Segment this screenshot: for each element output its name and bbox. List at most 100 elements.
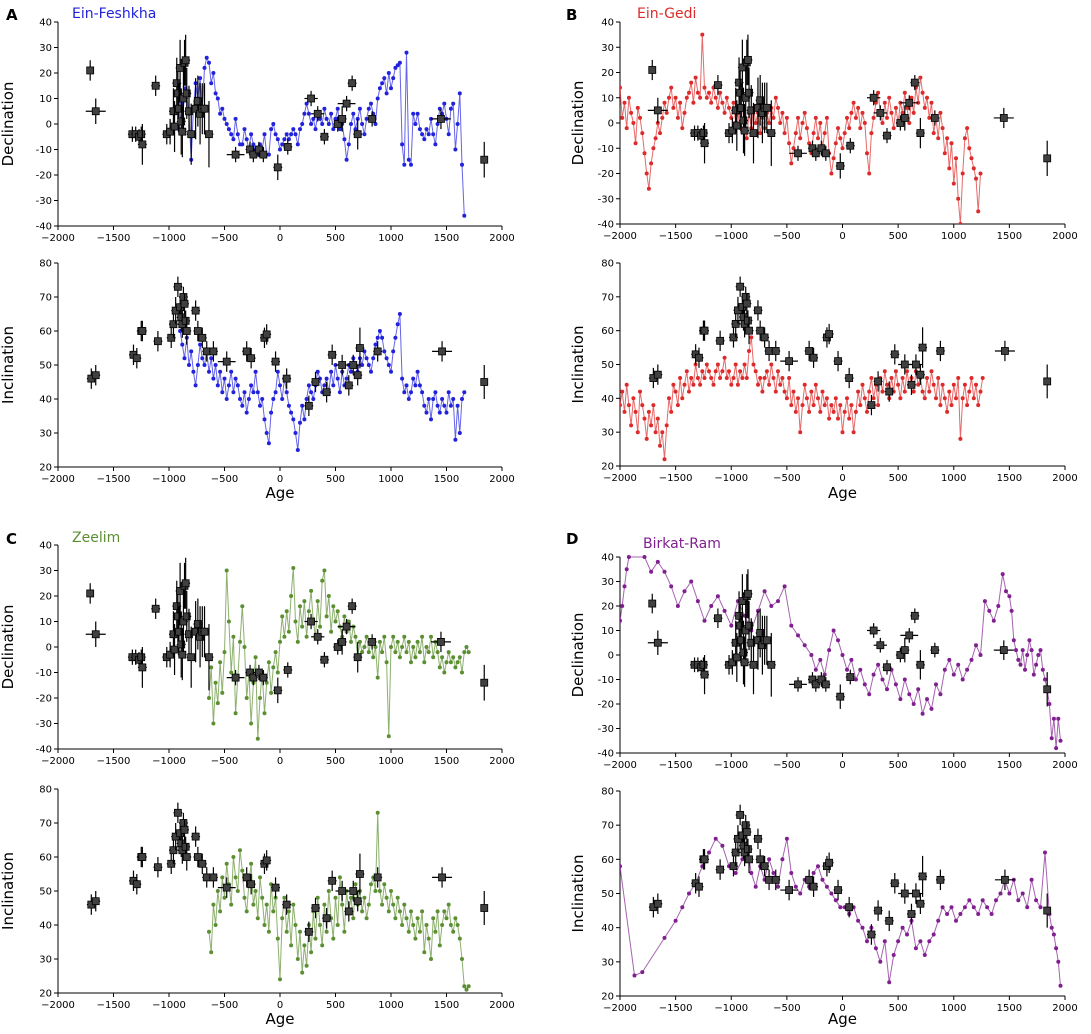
data-point-a-inclination-108 (418, 383, 422, 387)
data-point-c-inclination-0 (207, 930, 211, 934)
data-point-d-declination-41 (858, 668, 862, 672)
site-title-b: Ein-Gedi (637, 6, 696, 22)
data-point-d-declination-40 (854, 678, 858, 682)
xtick-label-d-inclination--2000: −2000 (603, 1003, 637, 1014)
data-point-b-declination-47 (723, 111, 727, 115)
data-point-c-declination-93 (413, 655, 417, 659)
data-point-b-inclination-113 (869, 376, 873, 380)
data-point-b-inclination-16 (654, 430, 658, 434)
data-point-b-declination-4 (627, 96, 631, 100)
data-point-d-inclination-20 (767, 857, 771, 861)
data-point-b-inclination-148 (947, 390, 951, 394)
xlabel-a: Age (265, 484, 294, 502)
data-point-a-inclination-1 (180, 343, 184, 347)
data-point-b-inclination-58 (747, 349, 751, 353)
reference-b-declination (648, 35, 1051, 179)
data-point-d-inclination-0 (618, 864, 622, 868)
xtick-label-d-inclination--500: −500 (773, 1003, 800, 1014)
data-point-d-declination-67 (974, 643, 978, 647)
data-point-c-declination-12 (234, 711, 238, 715)
data-point-b-declination-143 (936, 136, 940, 140)
data-point-d-inclination-56 (927, 939, 931, 943)
ref-marker-c-declination-28 (201, 628, 208, 635)
data-point-d-declination-45 (876, 663, 880, 667)
data-point-b-inclination-124 (894, 369, 898, 373)
data-point-a-inclination-7 (194, 383, 198, 387)
data-point-b-declination-104 (849, 111, 853, 115)
ref-marker-a-declination-35 (274, 164, 281, 171)
xtick-label-c-inclination--500: −500 (211, 1000, 238, 1011)
ref-marker-a-inclination-3 (133, 355, 140, 362)
data-point-d-declination-28 (796, 633, 800, 637)
data-point-b-declination-6 (631, 121, 635, 125)
ref-marker-c-inclination-5 (139, 854, 146, 861)
data-point-a-declination-121 (449, 107, 453, 111)
data-point-b-inclination-110 (863, 396, 867, 400)
ytick-label-b-declination--10: -10 (598, 144, 614, 155)
data-point-c-inclination-26 (265, 903, 269, 907)
ref-marker-b-declination-38 (877, 109, 884, 116)
data-point-a-inclination-21 (225, 397, 229, 401)
data-point-a-inclination-62 (316, 370, 320, 374)
ref-marker-d-declination-11 (733, 654, 740, 661)
ref-marker-c-inclination-39 (374, 874, 381, 881)
ref-marker-d-declination-46 (1000, 647, 1007, 654)
data-point-a-declination-123 (453, 148, 457, 152)
data-point-d-declination-2 (623, 584, 627, 588)
data-point-c-inclination-96 (420, 909, 424, 913)
ref-marker-c-inclination-3 (133, 881, 140, 888)
data-point-d-inclination-21 (772, 871, 776, 875)
data-point-a-declination-73 (342, 137, 346, 141)
data-point-d-declination-62 (952, 673, 956, 677)
ref-marker-c-declination-5 (138, 654, 145, 661)
ref-marker-c-declination-38 (314, 633, 321, 640)
reference-b-inclination (649, 277, 1051, 416)
series-line-d-inclination (620, 839, 1061, 986)
ref-marker-a-inclination-19 (194, 328, 201, 335)
ref-marker-a-declination-37 (308, 95, 315, 102)
ref-marker-a-inclination-24 (243, 348, 250, 355)
data-point-b-inclination-157 (967, 390, 971, 394)
ref-marker-b-declination-41 (901, 114, 908, 121)
data-point-a-inclination-39 (265, 431, 269, 435)
ref-marker-b-inclination-14 (742, 293, 749, 300)
data-point-b-inclination-138 (925, 376, 929, 380)
data-point-d-inclination-23 (780, 857, 784, 861)
ylabel-c-declination: Declination (0, 605, 17, 690)
xtick-label-a-inclination-2000: 2000 (489, 474, 514, 485)
data-point-c-inclination-105 (440, 923, 444, 927)
data-point-d-declination-66 (970, 658, 974, 662)
data-point-b-inclination-126 (898, 396, 902, 400)
data-point-b-inclination-153 (958, 437, 962, 441)
data-point-d-inclination-30 (812, 871, 816, 875)
ref-marker-c-inclination-41 (481, 905, 488, 912)
data-point-b-declination-36 (698, 96, 702, 100)
data-point-a-inclination-25 (234, 377, 238, 381)
data-point-d-declination-4 (627, 555, 631, 559)
data-point-c-inclination-108 (447, 903, 451, 907)
data-point-a-declination-65 (325, 117, 329, 121)
data-point-a-declination-13 (209, 81, 213, 85)
ref-marker-a-declination-20 (182, 57, 189, 64)
data-point-b-inclination-68 (769, 363, 773, 367)
data-point-b-declination-107 (856, 106, 860, 110)
ref-marker-b-declination-1 (654, 107, 661, 114)
data-point-c-inclination-29 (271, 909, 275, 913)
data-point-d-declination-54 (916, 687, 920, 691)
data-point-a-inclination-89 (376, 336, 380, 340)
data-point-d-declination-13 (696, 599, 700, 603)
data-point-a-declination-106 (416, 112, 420, 116)
data-point-a-inclination-85 (367, 363, 371, 367)
data-point-b-declination-12 (645, 172, 649, 176)
data-point-a-declination-84 (367, 107, 371, 111)
ref-marker-d-declination-45 (931, 647, 938, 654)
ref-marker-a-declination-43 (349, 80, 356, 87)
data-point-a-inclination-119 (442, 404, 446, 408)
data-point-d-declination-85 (1030, 648, 1034, 652)
data-point-d-declination-39 (849, 658, 853, 662)
data-point-a-inclination-125 (456, 404, 460, 408)
data-point-c-declination-103 (436, 650, 440, 654)
data-point-d-inclination-86 (1054, 946, 1058, 950)
xtick-label-d-declination-2000: 2000 (1052, 760, 1077, 771)
data-point-b-declination-11 (643, 151, 647, 155)
